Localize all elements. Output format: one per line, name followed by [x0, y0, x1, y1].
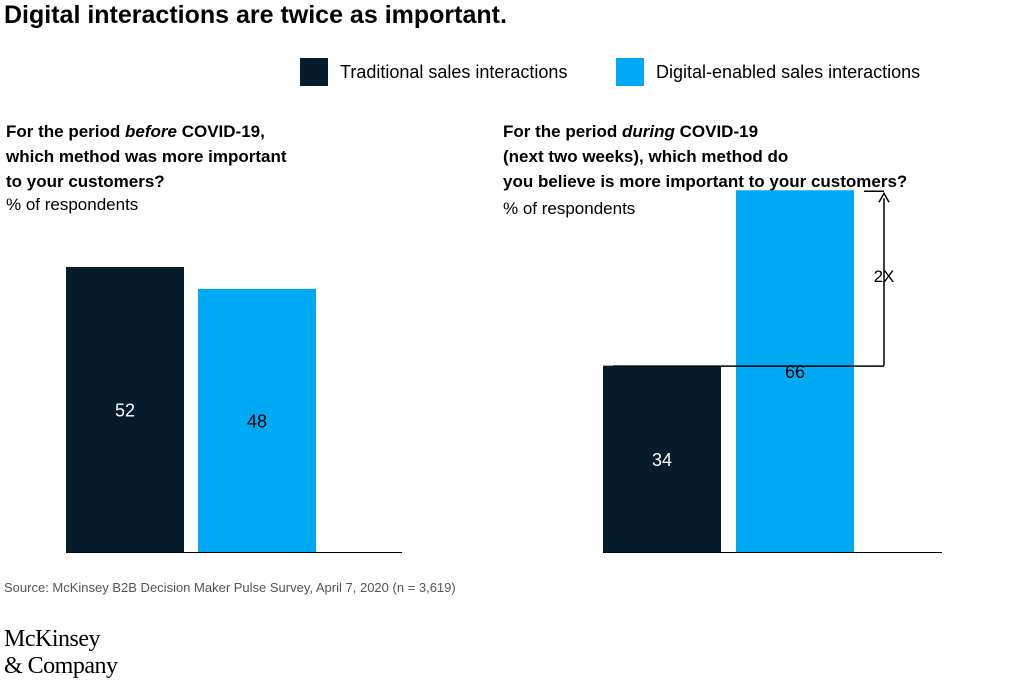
legend-item-digital: Digital-enabled sales interactions: [616, 58, 920, 86]
panel-2-question: For the period during COVID-19 (next two…: [503, 122, 908, 191]
legend-label-traditional: Traditional sales interactions: [340, 61, 568, 82]
data-label-panel1-digital: 48: [247, 411, 267, 431]
bar-panel1-digital: [198, 288, 316, 552]
legend-swatch-digital: [616, 58, 644, 86]
source-note: Source: McKinsey B2B Decision Maker Puls…: [4, 580, 456, 595]
legend-swatch-traditional: [300, 58, 328, 86]
panel-1-question: For the period before COVID-19, which me…: [6, 122, 287, 191]
bar-panel1-traditional: [66, 267, 184, 552]
legend-label-digital: Digital-enabled sales interactions: [656, 61, 921, 82]
annotation-arrowhead-icon: [878, 191, 890, 203]
bar-panel2-digital: [736, 190, 854, 552]
bar-panel2-traditional: [603, 365, 721, 552]
annotation-label: 2X: [874, 267, 895, 286]
data-label-panel1-traditional: 52: [115, 401, 135, 421]
legend-item-traditional: Traditional sales interactions: [300, 58, 567, 86]
data-label-panel2-digital: 66: [785, 362, 805, 382]
panel-1-unit: % of respondents: [6, 195, 139, 214]
panel-2-unit: % of respondents: [503, 199, 636, 218]
chart-title: Digital interactions are twice as import…: [4, 1, 507, 29]
data-label-panel2-traditional: 34: [652, 450, 672, 470]
mckinsey-logo: McKinsey & Company: [4, 626, 118, 679]
